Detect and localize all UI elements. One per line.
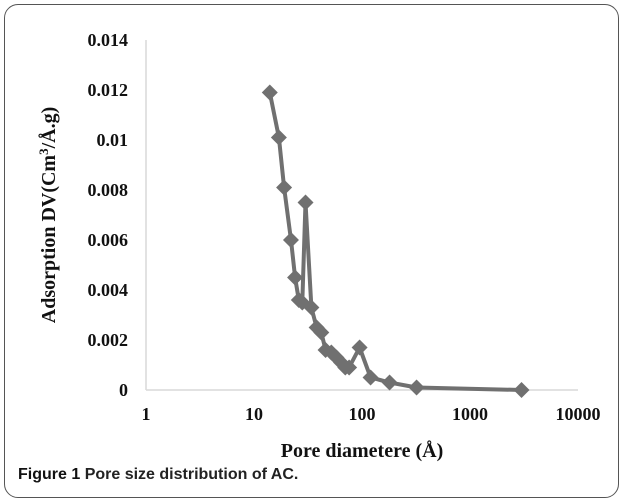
- caption-label: Figure 1: [18, 466, 81, 483]
- y-tick-label: 0.014: [88, 30, 129, 50]
- data-point-marker: [282, 232, 299, 248]
- y-tick-label: 0.008: [88, 180, 129, 200]
- caption-text: Pore size distribution of AC.: [84, 466, 299, 483]
- x-tick-label: 1: [142, 404, 151, 424]
- data-point-marker: [362, 369, 379, 386]
- y-tick-label: 0.002: [88, 330, 129, 350]
- y-axis-title-part-1: Adsorption DV(Cm: [38, 155, 60, 324]
- x-axis-title: Pore diametere (Å): [281, 439, 444, 462]
- y-tick-label: 0.006: [88, 230, 129, 250]
- x-tick-labels: 1 10 100 1000 10000: [142, 404, 601, 424]
- figure-caption: Figure 1 Pore size distribution of AC.: [18, 466, 298, 484]
- data-point-marker: [297, 194, 314, 211]
- series-line: [267, 90, 524, 392]
- axes: [145, 40, 578, 391]
- y-axis-title-part-2: /Å.g): [37, 107, 60, 150]
- y-tick-labels: 0 0.002 0.004 0.006 0.008 0.01 0.012 0.014: [88, 30, 129, 400]
- data-point-marker: [287, 269, 304, 286]
- x-tick-label: 10000: [556, 404, 601, 424]
- data-point-marker: [303, 299, 320, 316]
- x-tick-label: 1000: [452, 404, 488, 424]
- y-tick-label: 0: [119, 380, 128, 400]
- data-point-marker: [341, 359, 358, 376]
- y-tick-label: 0.012: [88, 80, 129, 100]
- data-point-marker: [513, 382, 530, 398]
- data-point-marker: [261, 84, 278, 101]
- series-group: [261, 84, 530, 398]
- data-point-marker: [313, 324, 330, 341]
- data-point-marker: [351, 339, 368, 356]
- figure-frame: [4, 4, 619, 498]
- y-tick-label: 0.01: [97, 130, 129, 150]
- data-point-marker: [408, 379, 425, 396]
- data-point-marker: [276, 179, 293, 196]
- data-point-marker: [381, 374, 398, 391]
- data-point-marker: [270, 129, 287, 146]
- x-tick-label: 100: [349, 404, 376, 424]
- y-axis-title: Adsorption DV(Cm3/Å.g): [36, 107, 60, 324]
- y-axis-title-superscript: 3: [36, 148, 51, 155]
- y-tick-label: 0.004: [88, 280, 129, 300]
- x-tick-label: 10: [245, 404, 263, 424]
